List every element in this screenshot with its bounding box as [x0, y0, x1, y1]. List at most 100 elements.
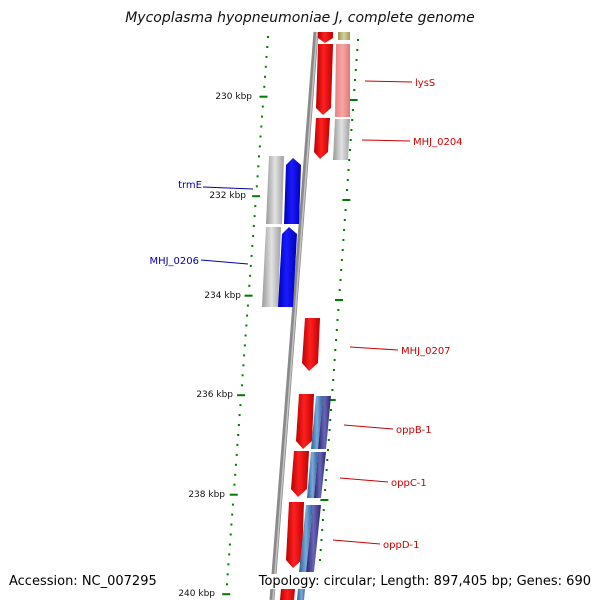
ruler-minor-tick — [350, 129, 353, 131]
gene-label-lysS[interactable]: lysS — [415, 78, 435, 89]
gene-label-MHJ_0204[interactable]: MHJ_0204 — [413, 137, 463, 148]
ruler-major-tick — [335, 299, 343, 301]
ruler-tick-label: 232 kbp — [209, 191, 246, 201]
gene-label-oppB-1[interactable]: oppB-1 — [396, 425, 432, 436]
gene-label-MHJ_0207[interactable]: MHJ_0207 — [401, 346, 451, 357]
ruler-minor-tick — [228, 543, 231, 546]
ruler-minor-tick — [336, 319, 339, 321]
ruler-minor-tick — [235, 453, 238, 456]
ruler-minor-tick — [338, 289, 341, 291]
ruler-tick-label: 234 kbp — [204, 291, 241, 301]
gene-arrow-MHJ_0207[interactable] — [302, 318, 320, 371]
ruler-minor-tick — [229, 533, 232, 536]
gene-arrow-oppD-1[interactable] — [286, 502, 304, 568]
ruler-minor-tick — [240, 384, 243, 387]
ruler-minor-tick — [257, 165, 260, 168]
forward-genes[interactable] — [280, 44, 333, 600]
similarity-tracks — [297, 396, 331, 600]
ruler-minor-tick — [264, 75, 266, 78]
ruler-minor-tick — [349, 139, 352, 141]
ruler-minor-tick — [238, 414, 241, 417]
ruler-minor-tick — [356, 49, 359, 51]
ruler-minor-tick — [325, 469, 328, 471]
ruler-minor-tick — [249, 264, 252, 267]
ruler-minor-tick — [263, 85, 266, 88]
ruler-major-tick — [259, 95, 268, 98]
gene-arrow-MHJ_0206[interactable] — [278, 227, 297, 307]
ruler-minor-tick — [329, 419, 332, 421]
ruler-minor-tick — [351, 109, 354, 111]
ruler-minor-tick — [258, 145, 261, 148]
ruler-minor-tick — [327, 439, 330, 441]
ruler-minor-tick — [343, 229, 346, 231]
ruler-labels: 230 kbp 232 kbp 234 kbp 236 kbp 238 kbp … — [178, 92, 252, 599]
ruler-minor-tick — [333, 359, 336, 361]
ruler-minor-tick — [343, 219, 346, 221]
ruler-minor-tick — [256, 175, 259, 178]
ruler-minor-tick — [261, 115, 263, 118]
ruler-minor-tick — [245, 324, 248, 327]
gene-label-oppD-1[interactable]: oppD-1 — [383, 540, 419, 551]
ruler-major-tick — [349, 99, 358, 101]
ruler-minor-tick — [349, 149, 351, 151]
ruler-minor-tick — [233, 483, 236, 486]
ruler-major-tick — [320, 499, 329, 501]
reverse-genes[interactable] — [262, 156, 301, 307]
gene-label-trmE[interactable]: trmE — [178, 180, 202, 191]
gray-track-trmE — [266, 156, 284, 224]
ruler-minor-tick — [231, 513, 234, 516]
ruler-minor-tick — [324, 489, 327, 491]
ruler-minor-tick — [319, 549, 322, 551]
ruler-minor-tick — [351, 119, 354, 121]
ruler-minor-tick — [253, 215, 256, 218]
ruler-tick-label: 230 kbp — [215, 92, 252, 102]
backbone — [269, 31, 319, 600]
gene-arrow-oppB-1[interactable] — [296, 394, 314, 449]
ruler-minor-tick — [344, 209, 347, 211]
ruler-minor-tick — [340, 269, 343, 271]
ruler-dots — [222, 36, 359, 596]
ruler-tick-label: 236 kbp — [196, 390, 233, 400]
ruler-minor-tick — [321, 519, 324, 521]
ruler-minor-tick — [327, 449, 329, 451]
ruler-minor-tick — [326, 459, 329, 461]
gene-arrow-lysS[interactable] — [316, 44, 333, 115]
ruler-major-tick — [327, 399, 336, 401]
gene-label-oppC-1[interactable]: oppC-1 — [391, 478, 427, 489]
ruler-minor-tick — [248, 284, 251, 287]
ruler-minor-tick — [249, 274, 252, 277]
ruler-minor-tick — [357, 39, 359, 41]
ruler-minor-tick — [231, 503, 234, 506]
ruler-minor-tick — [237, 434, 240, 436]
gene-arrow-MHJ_0204[interactable] — [314, 118, 330, 159]
ruler-minor-tick — [337, 309, 340, 311]
gene-label-MHJ_0206[interactable]: MHJ_0206 — [149, 256, 199, 267]
ruler-minor-tick — [335, 339, 338, 341]
map-title: Mycoplasma hyopneumoniae J, complete gen… — [125, 10, 475, 26]
genome-summary-text: Topology: circular; Length: 897,405 bp; … — [256, 574, 591, 589]
ruler-minor-tick — [230, 523, 233, 526]
gene-arrow-trmE[interactable] — [284, 158, 301, 224]
ruler-minor-tick — [322, 509, 325, 511]
ruler-minor-tick — [355, 59, 358, 61]
ruler-minor-tick — [246, 304, 249, 307]
ruler-major-tick — [229, 493, 238, 496]
ruler-minor-tick — [241, 374, 244, 377]
ruler-minor-tick — [227, 563, 230, 566]
ruler-minor-tick — [348, 159, 351, 161]
ruler-minor-tick — [226, 583, 228, 586]
gray-track-MHJ_0206 — [262, 227, 281, 307]
gene-arrow-oppC-1[interactable] — [291, 451, 309, 497]
ruler-minor-tick — [332, 369, 335, 371]
ruler-minor-tick — [255, 185, 258, 188]
ruler-minor-tick — [237, 424, 240, 426]
ruler-minor-tick — [321, 529, 324, 531]
ruler-minor-tick — [354, 79, 357, 81]
ruler-major-tick — [222, 593, 231, 596]
ruler-minor-tick — [334, 349, 337, 351]
gene-labels: lysS MHJ_0204 trmE MHJ_0206 MHJ_0207 opp… — [149, 78, 462, 551]
ruler-minor-tick — [244, 334, 247, 337]
ruler-minor-tick — [340, 259, 343, 261]
ruler-minor-tick — [254, 205, 257, 208]
